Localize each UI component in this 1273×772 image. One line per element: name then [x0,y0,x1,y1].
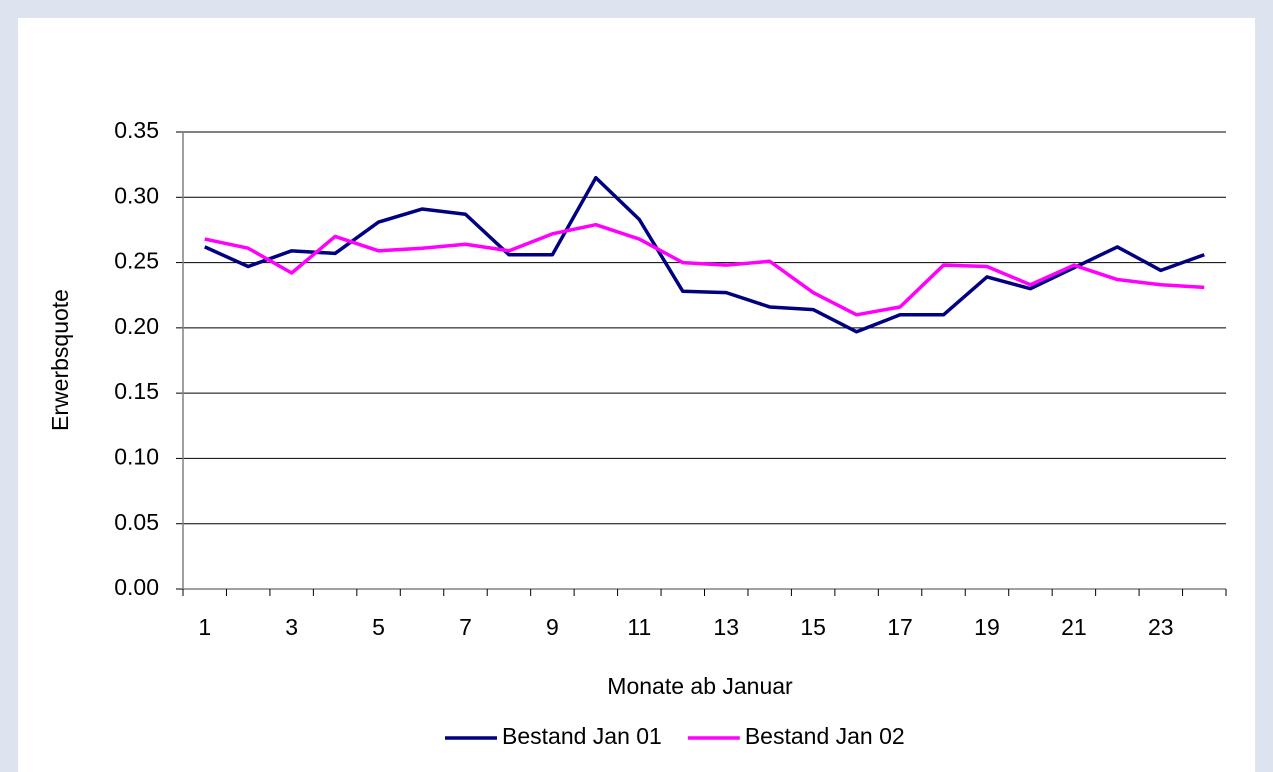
series-line [204,175,1205,334]
x-tick-label: 13 [713,614,739,640]
x-tick-label: 7 [459,614,472,640]
x-axis-title: Monate ab Januar [607,673,793,699]
x-tick-label: 3 [285,614,298,640]
chart-frame [18,18,1255,772]
y-tick-label: 0.10 [114,444,159,470]
y-tick-label: 0.15 [114,378,159,404]
legend-label: Bestand Jan 02 [745,723,905,749]
x-tick-label: 1 [198,614,211,640]
x-tick-label: 17 [887,614,913,640]
x-tick-label: 11 [627,614,651,640]
y-tick-label: 0.30 [114,182,159,208]
y-tick-label: 0.35 [114,117,159,143]
x-tick-label: 5 [372,614,385,640]
x-tick-label: 19 [974,614,1000,640]
x-tick-label: 23 [1148,614,1174,640]
x-tick-label: 21 [1061,614,1087,640]
y-axis-title: Erwerbsquote [47,289,73,431]
series-line [204,222,1205,317]
y-tick-label: 0.00 [114,574,159,600]
y-tick-label: 0.05 [114,509,159,535]
y-tick-label: 0.20 [114,313,159,339]
x-tick-label: 9 [546,614,559,640]
legend-label: Bestand Jan 01 [502,723,662,749]
x-tick-label: 15 [800,614,826,640]
y-tick-label: 0.25 [114,248,159,274]
